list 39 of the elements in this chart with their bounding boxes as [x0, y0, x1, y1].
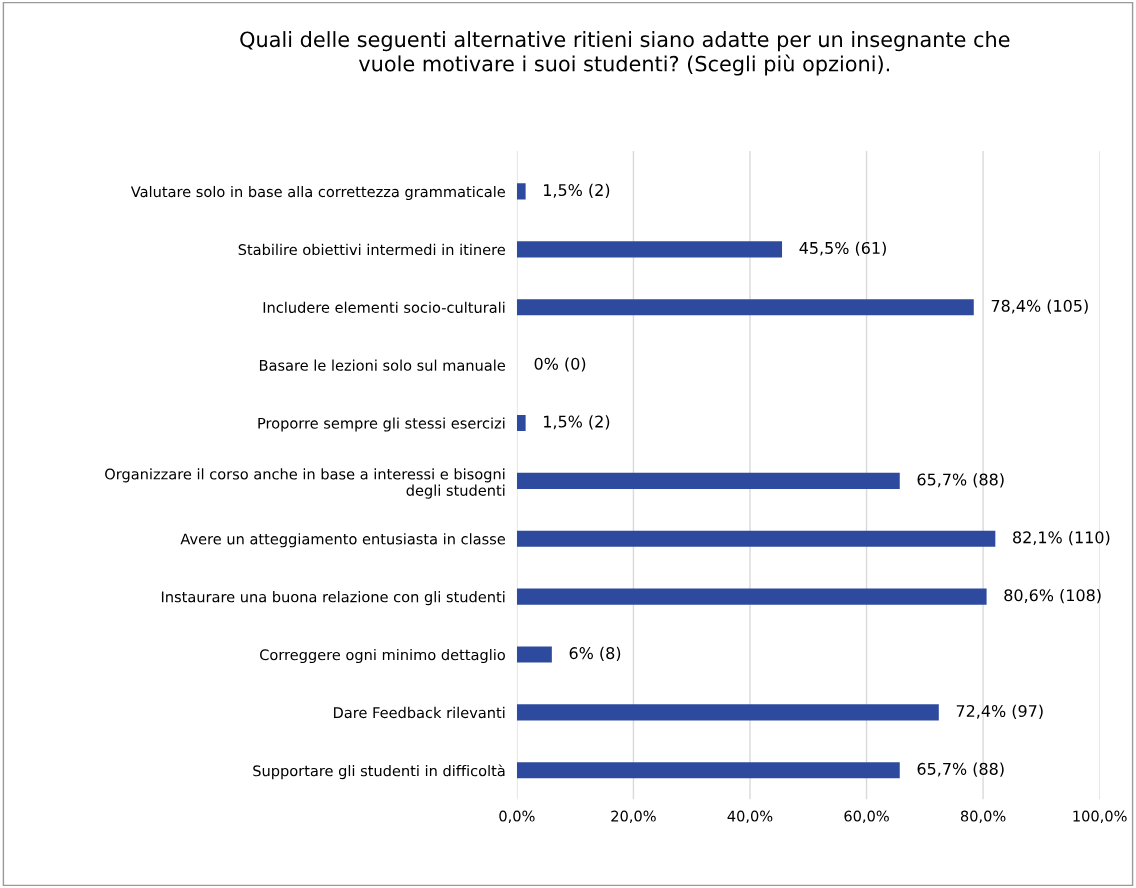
- y-tick-label: Instaurare una buona relazione con gli studenti: [161, 591, 505, 606]
- bar: [516, 646, 552, 663]
- y-tick-label: Basare le lezioni solo sul manuale: [259, 359, 505, 371]
- x-tick-label: 60,0%: [844, 810, 889, 824]
- data-label: 0% (0): [534, 357, 586, 372]
- y-tick-label: Avere un atteggiamento entusiasta in classe: [180, 533, 505, 548]
- data-label: 82,1% (110): [1013, 531, 1110, 546]
- bar: [516, 414, 526, 432]
- chart-title: Quali delle seguenti alternative ritieni siano adatte per un insegnante che vuole motivare i suoi studenti? (Scegli più opzioni).: [240, 31, 1010, 76]
- data-label: 1,5% (2): [544, 415, 610, 430]
- x-tick-label: 80,0%: [960, 810, 1006, 824]
- y-tick-label: Valutare solo in base alla correttezza grammaticale: [130, 185, 505, 201]
- data-label: 65,7% (88): [917, 762, 1004, 777]
- bar: [516, 472, 900, 489]
- y-tick-label: Stabilire obiettivi intermedi in itinere: [238, 243, 505, 256]
- data-label: 45,5% (61): [799, 241, 886, 256]
- x-tick-label: 40,0%: [727, 810, 773, 824]
- x-tick-label: 20,0%: [611, 810, 656, 824]
- y-tick-label: Dare Feedback rilevanti: [334, 706, 505, 719]
- y-tick-label: Correggere ogni minimo dettaglio: [260, 648, 505, 664]
- bar: [516, 241, 783, 258]
- y-tick-label: Supportare gli studenti in difficoltà: [253, 764, 505, 780]
- y-tick-label: Proporre sempre gli stessi esercizi: [258, 417, 505, 432]
- data-label: 1,5% (2): [544, 183, 610, 198]
- x-tick-label: 0,0%: [499, 810, 535, 824]
- y-tick-label: Includere elementi socio-culturali: [263, 301, 505, 313]
- bar: [516, 704, 939, 721]
- bar: [516, 762, 900, 779]
- x-tick-label: 100,0%: [1073, 810, 1127, 824]
- bar: [516, 299, 974, 316]
- data-label: 80,6% (108): [1004, 588, 1101, 604]
- bar: [516, 183, 526, 200]
- data-label: 78,4% (105): [991, 299, 1088, 314]
- data-label: 65,7% (88): [917, 473, 1004, 488]
- bar: [516, 530, 996, 547]
- data-label: 6% (8): [569, 646, 621, 662]
- data-label: 72,4% (97): [956, 704, 1043, 719]
- y-tick-label: Organizzare il corso anche in base a interessi e bisogni degli studenti: [105, 468, 505, 499]
- bar: [516, 588, 987, 605]
